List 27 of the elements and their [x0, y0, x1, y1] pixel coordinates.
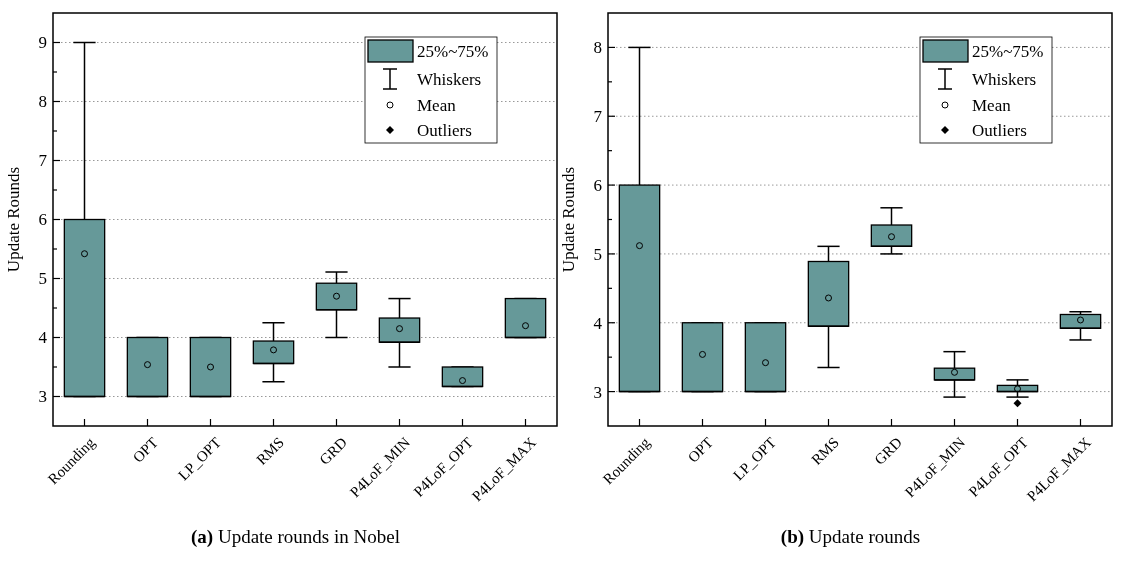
annotation: Outliers: [417, 120, 472, 140]
legend-label: 25%~75%: [972, 41, 1044, 61]
annotation: Outliers: [972, 120, 1027, 140]
y-tick-label: 5: [38, 269, 47, 289]
y-tick-label: 4: [593, 313, 603, 333]
y-tick-label: 9: [38, 33, 47, 53]
y-tick-label: 8: [593, 38, 602, 58]
y-tick-label: 8: [38, 92, 47, 112]
y-tick-label: 5: [593, 244, 602, 264]
y-tick-label: 4: [38, 328, 48, 348]
y-tick-label: 6: [593, 176, 602, 196]
x-tick-label: OPT: [684, 434, 717, 466]
y-tick-label: 6: [38, 210, 47, 230]
annotation: Whiskers: [417, 69, 482, 89]
annotation: Whiskers: [972, 69, 1037, 89]
text: (a) Update rounds in Nobel: [191, 526, 400, 548]
annotation: Mean: [972, 95, 1012, 115]
y-axis-title: Update Rounds: [559, 166, 578, 273]
y-tick-label: 7: [38, 151, 48, 171]
y-tick-label: 7: [593, 107, 603, 127]
annotation: Mean: [417, 95, 457, 115]
y-tick-label: 3: [38, 387, 47, 407]
y-tick-label: 3: [593, 382, 602, 402]
text: (b) Update rounds: [780, 526, 921, 548]
y-axis-title: Update Rounds: [4, 166, 23, 273]
x-tick-label: OPT: [129, 434, 162, 466]
legend-label: 25%~75%: [417, 41, 489, 61]
